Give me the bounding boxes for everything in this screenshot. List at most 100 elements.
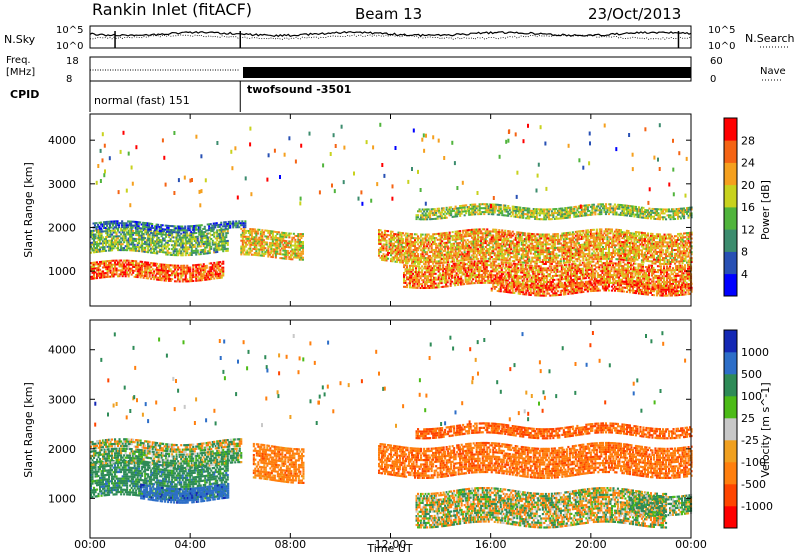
power-cells-cell (206, 265, 208, 267)
power-cells-cell (122, 262, 124, 264)
power-cells-cell (191, 240, 193, 242)
power-cells-cell (176, 237, 178, 239)
power-cells-cell (131, 236, 133, 238)
power-cells-cell (126, 249, 128, 251)
power-cells-cell (99, 226, 101, 228)
power-cells-cell (386, 248, 388, 250)
power-cells-cell (288, 235, 290, 237)
power-cells-cell (189, 227, 191, 229)
power-cells-cell (408, 260, 410, 262)
power-cells-cell (182, 241, 184, 243)
nave-tick-low: 0 (710, 74, 716, 85)
power-cells-cell (278, 231, 280, 233)
power-cells-cell (192, 266, 194, 268)
power-cells-cell (170, 238, 172, 240)
power-cells-cell (153, 270, 155, 272)
power-cells-cell (386, 242, 388, 244)
power-cells-cell (116, 239, 118, 241)
power-cells-cell (177, 241, 179, 243)
power-cells-cell (392, 247, 394, 249)
power-cells-cell (171, 278, 173, 280)
power-cells-cell (95, 235, 97, 237)
power-cells-cell (100, 222, 102, 224)
power-cells-cell (221, 277, 223, 279)
power-cells-cell (276, 251, 278, 253)
power-cells-cell (269, 254, 271, 256)
power-cells-cell (255, 244, 257, 246)
power-cells-cell (197, 252, 199, 254)
power-cells-cell (279, 251, 281, 253)
power-cells-cell (109, 225, 111, 227)
power-cells-cell (290, 256, 292, 258)
power-cells-cell (378, 253, 380, 255)
power-cells-cell (381, 231, 383, 233)
power-cells-cell (146, 275, 148, 277)
power-cells-cell (150, 250, 152, 252)
power-cells-cell (158, 267, 160, 269)
power-cells-cell (102, 236, 104, 238)
power-cells-cell (191, 242, 193, 244)
power-cells-cell (128, 241, 130, 243)
power-cells-cell (386, 260, 388, 262)
power-cells-cell (209, 242, 211, 244)
power-cells-cell (186, 273, 188, 275)
power-cells-cell (407, 233, 409, 235)
power-cells-cell (110, 236, 112, 238)
power-cells-cell (153, 278, 155, 280)
power-cells-cell (287, 250, 289, 252)
power-cells-cell (261, 237, 263, 239)
power-cells-cell (150, 229, 152, 231)
power-cells-cell (110, 268, 112, 270)
power-cells-cell (380, 243, 382, 245)
power-cells-cell (210, 278, 212, 280)
power-cells-cell (122, 275, 124, 277)
power-cells-cell (132, 234, 134, 236)
power-cells-cell (149, 274, 151, 276)
power-cells-cell (212, 276, 214, 278)
power-cells-cell (284, 248, 286, 250)
power-cells-cell (300, 237, 302, 239)
power-cells-cell (155, 244, 157, 246)
power-cells-cell (261, 251, 263, 253)
power-cells-cell (161, 273, 163, 275)
power-cells-cell (219, 273, 221, 275)
power-cells-cell (165, 280, 167, 282)
power-cells-cell (167, 246, 169, 248)
power-cells-cell (248, 236, 250, 238)
power-cells-cell (258, 250, 260, 252)
power-cells-cell (96, 277, 98, 279)
power-cells-cell (410, 257, 412, 259)
power-cells-cell (204, 269, 206, 271)
power-cells-cell (113, 247, 115, 249)
power-cells-cell (219, 265, 221, 267)
power-cells-cell (149, 236, 151, 238)
beam-title: Beam 13 (355, 5, 422, 23)
power-cells-cell (119, 239, 121, 241)
power-cells-cell (206, 267, 208, 269)
power-cells-cell (294, 251, 296, 253)
power-cells-cell (123, 231, 125, 233)
power-cells-cell (125, 275, 127, 277)
freq-label-2: [MHz] (6, 67, 35, 78)
power-cells-cell (128, 274, 130, 276)
power-cells-cell (149, 268, 151, 270)
power-cells-cell (402, 240, 404, 242)
power-cells-cell (119, 231, 121, 233)
power-cells-cell (183, 269, 185, 271)
nave-tick-high: 60 (710, 56, 723, 67)
power-cells-cell (276, 233, 278, 235)
power-cells-cell (141, 245, 143, 247)
power-cells-cell (245, 242, 247, 244)
power-cells-cell (150, 278, 152, 280)
power-cells-cell (168, 236, 170, 238)
power-cells-cell (100, 228, 102, 230)
power-cells-cell (94, 224, 96, 226)
power-cells-cell (113, 275, 115, 277)
power-cells-cell (165, 236, 167, 238)
power-cells-cell (275, 257, 277, 259)
power-cells-cell (161, 243, 163, 245)
power-cells-cell (156, 228, 158, 230)
power-cells-cell (173, 252, 175, 254)
power-cells-cell (195, 248, 197, 250)
power-cells-cell (171, 234, 173, 236)
